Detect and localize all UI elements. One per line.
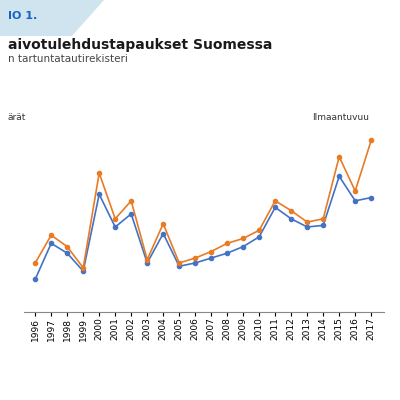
Text: aivotulehdustapaukset Suomessa: aivotulehdustapaukset Suomessa — [8, 38, 272, 52]
Text: IO 1.: IO 1. — [8, 11, 37, 21]
Text: n tartuntatautirekisteri: n tartuntatautirekisteri — [8, 54, 128, 64]
Legend: Tapausmäärä, Ilmaantuvuus: Tapausmäärä, Ilmaantuvuus — [106, 398, 302, 400]
Polygon shape — [0, 0, 104, 36]
Text: Ilmaantuvuu: Ilmaantuvuu — [312, 113, 369, 122]
Text: ärät: ärät — [8, 113, 26, 122]
